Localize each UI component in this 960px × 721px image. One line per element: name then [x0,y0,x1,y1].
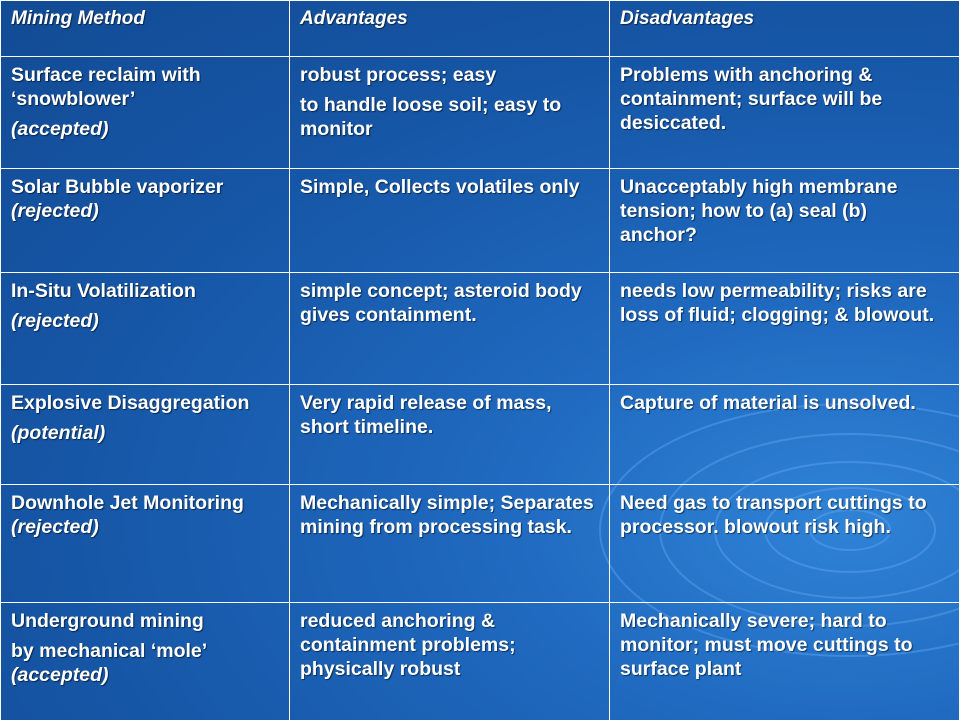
method-status: (rejected) [11,200,99,222]
header-advantages: Advantages [289,0,610,57]
advantages-cell: reduced anchoring & containment problems… [289,602,610,721]
table-row: Surface reclaim with ‘snowblower’ (accep… [0,56,960,169]
advantages-text: reduced anchoring & containment problems… [300,610,516,680]
advantages-text: robust process; easy [300,64,497,86]
method-cell: Explosive Disaggregation (potential) [0,384,290,485]
disadvantages-cell: Capture of material is unsolved. [609,384,960,485]
table-row: Downhole Jet Monitoring (rejected) Mecha… [0,484,960,603]
disadvantages-cell: Need gas to transport cuttings to proces… [609,484,960,603]
table-row: In-Situ Volatilization (rejected) simple… [0,272,960,385]
method-status: (rejected) [11,310,99,332]
method-name: Underground mining [11,610,204,632]
method-name: Solar Bubble vaporizer [11,176,224,198]
method-cell: Underground mining by mechanical ‘mole’ … [0,602,290,721]
disadvantages-text: Need gas to transport cuttings to proces… [620,492,927,538]
advantages-text: Very rapid release of mass, short timeli… [300,392,552,438]
header-mining-method: Mining Method [0,0,290,57]
table-row: Explosive Disaggregation (potential) Ver… [0,384,960,485]
disadvantages-text: Capture of material is unsolved. [620,392,916,414]
disadvantages-text: Mechanically severe; hard to monitor; mu… [620,610,913,680]
advantages-text: to handle loose soil; easy to monitor [300,94,562,140]
method-cell: Surface reclaim with ‘snowblower’ (accep… [0,56,290,169]
advantages-cell: Simple, Collects volatiles only [289,168,610,273]
advantages-text: simple concept; asteroid body gives cont… [300,280,582,326]
table-row: Underground mining by mechanical ‘mole’ … [0,602,960,721]
method-cell: Downhole Jet Monitoring (rejected) [0,484,290,603]
table-row: Solar Bubble vaporizer (rejected) Simple… [0,168,960,273]
method-name-text: Downhole Jet Monitoring [11,492,244,514]
method-name: Surface reclaim with ‘snowblower’ [11,64,201,110]
method-cell: Solar Bubble vaporizer (rejected) [0,168,290,273]
advantages-cell: Mechanically simple; Separates mining fr… [289,484,610,603]
disadvantages-cell: Problems with anchoring & containment; s… [609,56,960,169]
disadvantages-cell: needs low permeability; risks are loss o… [609,272,960,385]
method-status: (accepted) [11,664,109,686]
advantages-text: Simple, Collects volatiles only [300,176,580,198]
method-name: Downhole Jet Monitoring (rejected) [11,491,279,539]
disadvantages-text: needs low permeability; risks are loss o… [620,280,935,326]
method-name-cont: by mechanical ‘mole’ (accepted) [11,639,279,687]
advantages-cell: Very rapid release of mass, short timeli… [289,384,610,485]
advantages-cell: simple concept; asteroid body gives cont… [289,272,610,385]
method-cell: In-Situ Volatilization (rejected) [0,272,290,385]
advantages-cell: robust process; easy to handle loose soi… [289,56,610,169]
disadvantages-cell: Mechanically severe; hard to monitor; mu… [609,602,960,721]
method-status: (accepted) [11,118,109,140]
method-status: (potential) [11,422,106,444]
method-name-text: by mechanical ‘mole’ [11,640,207,662]
method-name: Explosive Disaggregation [11,392,250,414]
disadvantages-text: Problems with anchoring & containment; s… [620,64,883,134]
method-status: (rejected) [11,516,99,538]
disadvantages-cell: Unacceptably high membrane tension; how … [609,168,960,273]
method-name: In-Situ Volatilization [11,280,196,302]
advantages-text: Mechanically simple; Separates mining fr… [300,492,594,538]
disadvantages-text: Unacceptably high membrane tension; how … [620,176,898,246]
table-header-row: Mining Method Advantages Disadvantages [0,0,960,57]
header-disadvantages: Disadvantages [609,0,960,57]
